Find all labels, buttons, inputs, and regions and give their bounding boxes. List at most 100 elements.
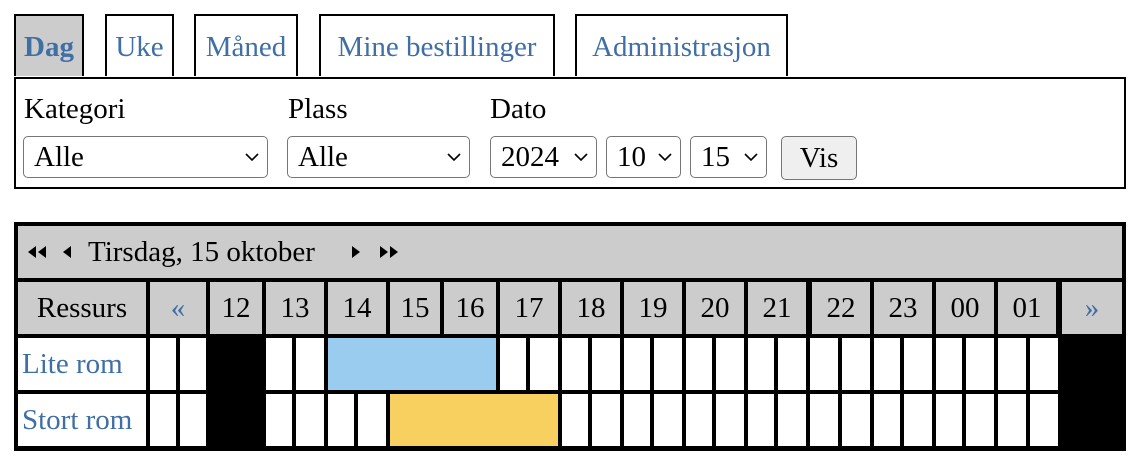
time-slot[interactable] [904,338,932,390]
first-icon[interactable] [24,226,50,278]
tab-uke[interactable]: Uke [105,14,174,76]
time-slot[interactable] [716,394,744,446]
tab-label: Mine bestillinger [337,31,537,63]
blocked-slot [210,338,262,390]
time-slot[interactable] [654,338,682,390]
time-slot[interactable] [266,394,292,446]
next-hours-link[interactable]: » [1062,282,1122,334]
time-slot[interactable] [296,338,324,390]
time-slot[interactable] [748,394,774,446]
time-slot[interactable] [778,394,806,446]
time-slot[interactable] [904,394,932,446]
hour-header: 20 [686,282,744,334]
chevron-down-icon [447,153,461,162]
time-slot[interactable] [266,338,292,390]
time-slot[interactable] [358,394,386,446]
time-slot[interactable] [500,338,526,390]
hour-header: 12 [210,282,262,334]
resource-row-label[interactable]: Lite rom [18,338,146,390]
day-calendar: Tirsdag, 15 oktober Ressurs «12 13 14 15 16 17… [14,222,1126,451]
tab-label: Uke [115,31,164,63]
date-title: Tirsdag, 15 oktober [88,236,315,268]
time-slot[interactable] [966,338,994,390]
tab-maned[interactable]: Måned [194,14,298,76]
day-value: 15 [701,141,730,173]
kategori-select[interactable]: Alle [23,136,268,178]
resource-header: Ressurs [18,282,146,334]
kategori-label: Kategori [24,93,126,125]
time-slot[interactable] [778,338,806,390]
time-slot[interactable] [998,338,1026,390]
tab-mine-bestillinger[interactable]: Mine bestillinger [319,14,555,76]
chevron-down-icon [574,153,588,162]
tab-label: Måned [205,31,287,63]
filter-panel: Kategori Plass Dato Alle Alle 2024 10 15… [14,77,1126,189]
time-slot[interactable] [1030,338,1058,390]
time-slot[interactable] [562,394,588,446]
blocked-slot [210,394,262,446]
hour-header: 23 [874,282,932,334]
hour-header: 14 [328,282,386,334]
kategori-value: Alle [34,141,84,173]
time-slot[interactable] [296,394,324,446]
resource-row-label[interactable]: Stort rom [18,394,146,446]
time-slot[interactable] [328,394,354,446]
time-slot[interactable] [842,338,870,390]
plass-label: Plass [288,93,348,125]
time-slot[interactable] [530,338,558,390]
hour-header: 19 [624,282,682,334]
time-slot[interactable] [592,394,620,446]
time-slot[interactable] [966,394,994,446]
time-slot[interactable] [936,338,962,390]
year-value: 2024 [501,141,559,173]
hour-header: 16 [444,282,496,334]
time-slot[interactable] [874,338,900,390]
next-day-icon[interactable] [347,226,365,278]
time-slot[interactable] [150,338,176,390]
booking-stort-rom[interactable] [390,394,558,446]
time-slot[interactable] [874,394,900,446]
time-slot[interactable] [686,394,712,446]
tab-label: Administrasjon [592,31,771,63]
time-slot[interactable] [150,394,176,446]
time-slot[interactable] [748,338,774,390]
time-slot[interactable] [842,394,870,446]
time-slot[interactable] [624,338,650,390]
plass-select[interactable]: Alle [287,136,470,178]
time-slot[interactable] [810,338,838,390]
prev-day-icon[interactable] [58,226,76,278]
hour-header: 13 [266,282,324,334]
tab-administrasjon[interactable]: Administrasjon [575,14,788,76]
time-slot[interactable] [654,394,682,446]
dato-label: Dato [490,93,547,125]
time-slot[interactable] [592,338,620,390]
vis-button[interactable]: Vis [781,136,857,180]
hour-header: 22 [812,282,870,334]
tab-dag[interactable]: Dag [14,14,84,76]
hour-header: 17 [500,282,558,334]
hour-header: 15 [390,282,440,334]
time-slot[interactable] [810,394,838,446]
time-slot[interactable] [686,338,712,390]
month-value: 10 [617,141,646,173]
day-select[interactable]: 15 [690,136,767,178]
time-slot[interactable] [716,338,744,390]
time-slot[interactable] [1030,394,1058,446]
time-slot[interactable] [936,394,962,446]
month-select[interactable]: 10 [606,136,681,178]
time-slot[interactable] [180,394,206,446]
plass-value: Alle [298,141,348,173]
year-select[interactable]: 2024 [490,136,597,178]
hour-header: 21 [748,282,806,334]
hour-header: 18 [562,282,620,334]
time-slot[interactable] [562,338,588,390]
prev-hours-link[interactable]: « [150,282,206,334]
hour-header: 01 [998,282,1056,334]
time-slot[interactable] [998,394,1026,446]
last-icon[interactable] [376,226,402,278]
date-nav-row: Tirsdag, 15 oktober [18,226,1122,278]
time-slot[interactable] [624,394,650,446]
chevron-down-icon [245,153,259,162]
time-slot[interactable] [180,338,206,390]
booking-lite-rom[interactable] [328,338,496,390]
